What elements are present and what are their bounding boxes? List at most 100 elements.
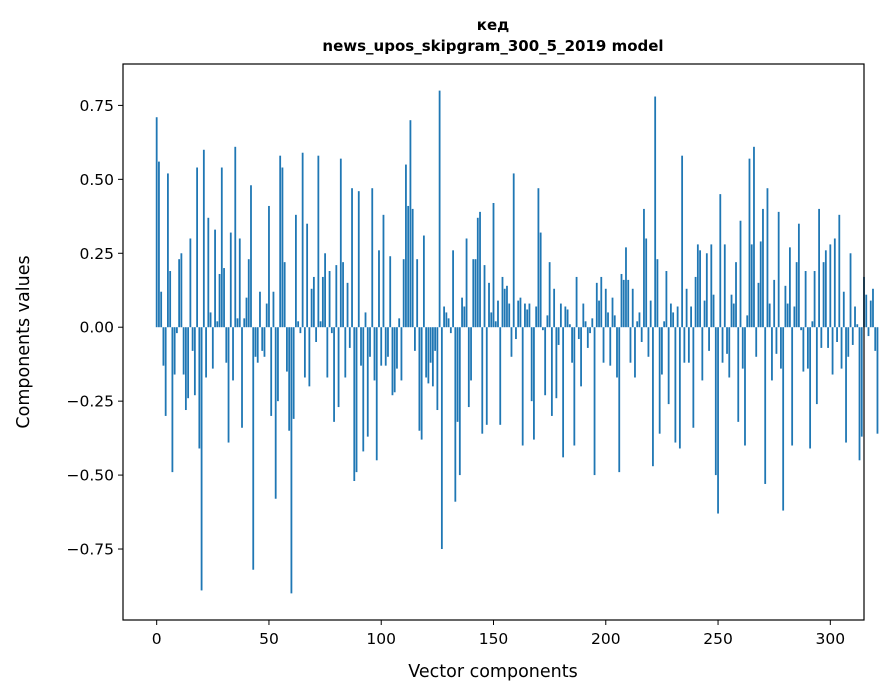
bar-127 [440, 327, 443, 550]
bar-210 [627, 279, 630, 328]
bar-174 [546, 315, 549, 328]
bar-26 [214, 229, 216, 328]
bar-278 [780, 327, 782, 369]
bar-212 [631, 288, 634, 328]
bar-227 [665, 271, 668, 328]
bar-143 [476, 217, 479, 328]
bar-72 [317, 155, 320, 328]
y-tick-label: 0.75 [79, 97, 114, 115]
bar-147 [485, 327, 488, 425]
bar-215 [638, 312, 641, 328]
bar-35 [234, 146, 237, 328]
bar-260 [739, 220, 742, 328]
bar-306 [842, 291, 845, 328]
x-tick-label: 100 [366, 630, 396, 648]
bar-124 [434, 327, 437, 351]
bar-15 [189, 238, 192, 328]
bar-216 [640, 327, 643, 342]
bar-282 [789, 247, 791, 328]
bar-316 [865, 294, 868, 328]
bar-46 [259, 291, 261, 328]
y-tick-label: −0.50 [67, 467, 115, 485]
bar-163 [521, 327, 524, 446]
bar-1 [158, 161, 160, 328]
bar-175 [548, 262, 551, 328]
bar-135 [458, 327, 461, 476]
bar-188 [577, 327, 580, 340]
bar-218 [645, 238, 648, 328]
bar-246 [708, 327, 710, 351]
bar-10 [178, 259, 181, 328]
bar-118 [420, 327, 423, 440]
bar-284 [793, 306, 796, 328]
bar-191 [584, 321, 587, 328]
bar-23 [207, 217, 210, 328]
bar-270 [762, 208, 764, 328]
bar-29 [220, 167, 223, 328]
bar-80 [335, 265, 338, 328]
bar-305 [840, 327, 843, 369]
bar-299 [827, 327, 829, 348]
bar-57 [283, 262, 286, 328]
bar-266 [753, 146, 755, 328]
bar-257 [732, 303, 735, 328]
bar-56 [281, 167, 284, 328]
bar-287 [800, 327, 803, 331]
bar-149 [490, 312, 493, 328]
bar-157 [508, 303, 511, 328]
bar-228 [667, 327, 670, 405]
bar-293 [813, 271, 816, 328]
bar-102 [384, 327, 387, 366]
bar-193 [589, 327, 591, 334]
bar-177 [553, 288, 556, 328]
bar-116 [416, 259, 419, 328]
bar-269 [759, 241, 762, 328]
bar-77 [328, 271, 331, 328]
bar-86 [348, 327, 351, 348]
bar-139 [467, 327, 470, 408]
bar-314 [860, 327, 863, 437]
bar-253 [723, 244, 726, 328]
bar-113 [409, 120, 412, 328]
bar-50 [268, 205, 270, 328]
bar-155 [503, 288, 506, 328]
bar-165 [526, 309, 529, 328]
bar-263 [746, 315, 749, 328]
bar-140 [470, 327, 472, 381]
bar-51 [270, 327, 273, 416]
bar-251 [719, 194, 722, 328]
bar-54 [277, 327, 279, 402]
bar-238 [690, 306, 692, 328]
bar-74 [321, 276, 324, 328]
bar-84 [344, 327, 347, 378]
bar-274 [771, 327, 773, 381]
bar-6 [169, 271, 172, 328]
bar-98 [375, 327, 378, 461]
bar-148 [488, 282, 490, 328]
bar-235 [683, 327, 686, 363]
bar-41 [247, 259, 250, 328]
bar-159 [512, 173, 515, 328]
bar-4 [164, 327, 167, 416]
bar-201 [607, 312, 609, 328]
x-axis-label: Vector components [408, 662, 577, 682]
x-tick-label: 150 [479, 630, 509, 648]
bar-43 [252, 327, 255, 570]
bar-83 [342, 262, 344, 328]
bar-85 [346, 282, 349, 328]
bar-231 [674, 327, 677, 443]
y-axis-label: Components values [14, 255, 34, 428]
x-tick-label: 50 [259, 630, 279, 648]
bar-208 [622, 279, 625, 328]
bar-283 [791, 327, 794, 446]
bar-277 [777, 211, 780, 328]
bar-151 [494, 321, 497, 328]
bar-291 [809, 327, 812, 449]
bar-7 [171, 327, 174, 473]
bar-120 [425, 327, 428, 378]
bar-75 [324, 253, 326, 328]
bar-272 [766, 188, 769, 328]
bar-106 [393, 327, 396, 393]
bar-156 [506, 285, 508, 328]
bar-60 [290, 327, 293, 594]
